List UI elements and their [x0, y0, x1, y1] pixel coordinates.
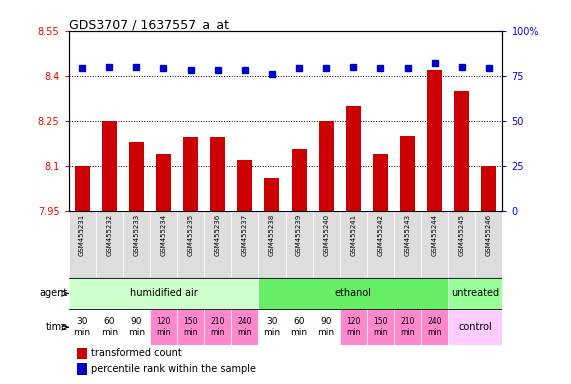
Bar — [150, 210, 177, 278]
Text: 60
min: 60 min — [291, 318, 308, 337]
Bar — [367, 210, 394, 278]
Bar — [475, 210, 502, 278]
Text: GSM455241: GSM455241 — [350, 214, 356, 256]
Text: 240
min: 240 min — [428, 318, 442, 337]
Bar — [394, 210, 421, 278]
Bar — [177, 210, 204, 278]
Bar — [427, 70, 442, 210]
Text: GSM455235: GSM455235 — [187, 214, 194, 256]
Bar — [129, 142, 144, 210]
Text: GSM455237: GSM455237 — [242, 214, 248, 256]
Bar — [258, 278, 448, 309]
Bar — [102, 121, 116, 210]
Text: 120
min: 120 min — [156, 318, 171, 337]
Bar — [210, 137, 225, 210]
Bar — [156, 154, 171, 210]
Bar — [292, 149, 307, 210]
Text: 90
min: 90 min — [317, 318, 335, 337]
Bar — [123, 309, 150, 346]
Bar — [204, 309, 231, 346]
Bar — [150, 309, 177, 346]
Bar — [286, 210, 313, 278]
Bar — [258, 210, 286, 278]
Text: GSM455238: GSM455238 — [269, 214, 275, 256]
Text: GSM455244: GSM455244 — [432, 214, 438, 256]
Text: humidified air: humidified air — [130, 288, 198, 298]
Text: GDS3707 / 1637557_a_at: GDS3707 / 1637557_a_at — [69, 18, 228, 31]
Bar — [448, 278, 502, 309]
Bar — [455, 91, 469, 210]
Bar — [400, 136, 415, 210]
Bar — [77, 348, 87, 359]
Bar — [177, 309, 204, 346]
Text: GSM455239: GSM455239 — [296, 214, 302, 256]
Bar — [421, 210, 448, 278]
Text: GSM455242: GSM455242 — [377, 214, 384, 256]
Bar — [231, 309, 258, 346]
Bar — [77, 363, 87, 375]
Text: GSM455233: GSM455233 — [133, 214, 139, 256]
Bar — [258, 309, 286, 346]
Bar — [421, 309, 448, 346]
Bar — [319, 121, 333, 210]
Bar — [448, 309, 502, 346]
Text: 120
min: 120 min — [346, 318, 360, 337]
Bar — [448, 210, 476, 278]
Text: 90
min: 90 min — [128, 318, 145, 337]
Text: time: time — [46, 322, 68, 332]
Bar — [373, 154, 388, 210]
Bar — [75, 166, 90, 210]
Bar — [238, 160, 252, 210]
Text: GSM455240: GSM455240 — [323, 214, 329, 256]
Text: GSM455236: GSM455236 — [215, 214, 221, 256]
Bar — [313, 210, 340, 278]
Bar — [96, 309, 123, 346]
Bar — [183, 137, 198, 210]
Text: GSM455232: GSM455232 — [106, 214, 112, 256]
Text: ethanol: ethanol — [335, 288, 372, 298]
Text: 150
min: 150 min — [183, 318, 198, 337]
Bar — [340, 309, 367, 346]
Bar — [313, 309, 340, 346]
Text: control: control — [459, 322, 492, 332]
Text: GSM455243: GSM455243 — [404, 214, 411, 256]
Text: GSM455234: GSM455234 — [160, 214, 167, 256]
Bar — [286, 309, 313, 346]
Bar — [264, 177, 279, 210]
Bar — [367, 309, 394, 346]
Bar — [340, 210, 367, 278]
Text: GSM455246: GSM455246 — [486, 214, 492, 256]
Bar — [204, 210, 231, 278]
Text: GSM455245: GSM455245 — [459, 214, 465, 256]
Bar — [69, 210, 96, 278]
Text: 150
min: 150 min — [373, 318, 388, 337]
Text: 210
min: 210 min — [400, 318, 415, 337]
Bar — [96, 210, 123, 278]
Bar — [481, 166, 496, 210]
Text: untreated: untreated — [451, 288, 500, 298]
Text: 60
min: 60 min — [100, 318, 118, 337]
Bar — [231, 210, 258, 278]
Bar — [346, 106, 361, 210]
Bar — [69, 309, 96, 346]
Text: GSM455231: GSM455231 — [79, 214, 85, 256]
Text: 240
min: 240 min — [238, 318, 252, 337]
Text: percentile rank within the sample: percentile rank within the sample — [91, 364, 256, 374]
Bar — [394, 309, 421, 346]
Text: 30
min: 30 min — [74, 318, 91, 337]
Text: 30
min: 30 min — [263, 318, 280, 337]
Text: 210
min: 210 min — [211, 318, 225, 337]
Bar — [69, 278, 258, 309]
Bar — [123, 210, 150, 278]
Text: agent: agent — [40, 288, 68, 298]
Text: transformed count: transformed count — [91, 348, 182, 358]
